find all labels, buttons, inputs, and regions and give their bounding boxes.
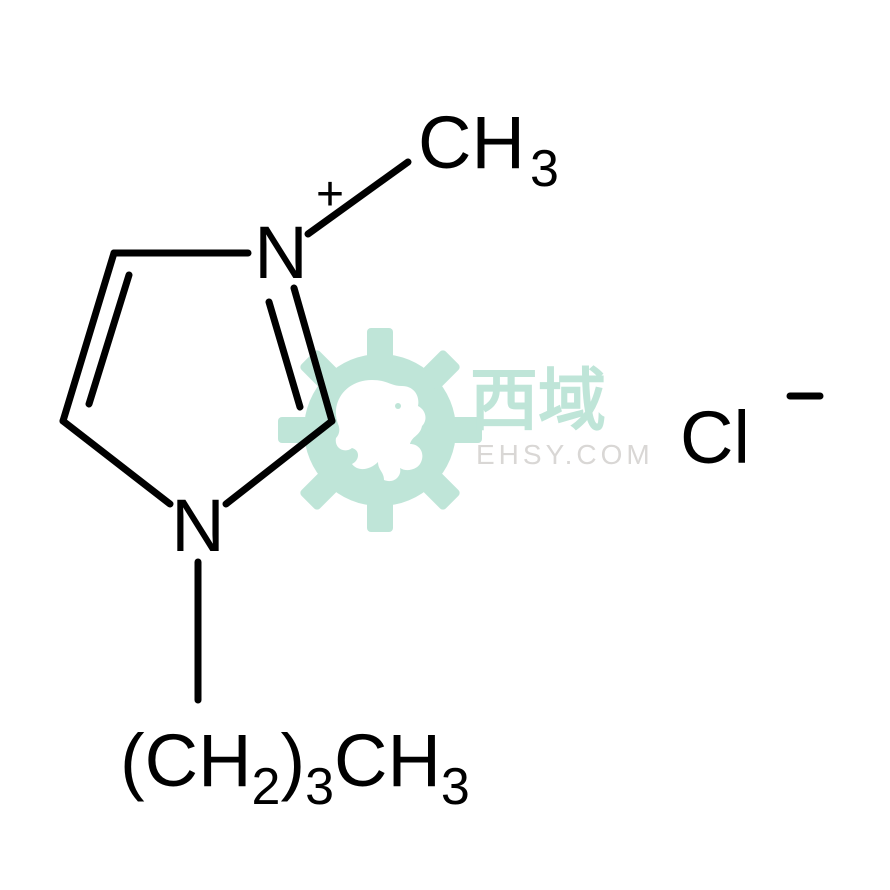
butyl-p0: (CH <box>120 719 252 802</box>
methyl-sub3: 3 <box>530 140 559 198</box>
butyl-p4: CH <box>334 719 441 802</box>
butyl-p5: 3 <box>441 758 470 816</box>
atom-n1-charge: + <box>316 168 344 221</box>
watermark: 西域 EHSY.COM <box>236 286 654 574</box>
svg-text:CH: CH <box>418 101 525 184</box>
butyl-label: (CH2)3CH3 <box>120 719 470 816</box>
watermark-en-text: EHSY.COM <box>476 439 654 470</box>
butyl-p1: 2 <box>252 758 281 816</box>
watermark-cn-text: 西域 <box>470 363 606 439</box>
svg-text:(CH2)3CH3: (CH2)3CH3 <box>120 719 470 816</box>
bond-c4-c5-inner <box>89 275 129 404</box>
chemical-structure-figure: 西域 EHSY.COM N + N <box>0 0 890 890</box>
bond-n3-c4 <box>63 421 170 504</box>
methyl-CH: CH <box>418 101 525 184</box>
bond-n1-c2-inner <box>269 302 300 407</box>
counterion-label: Cl <box>680 396 820 479</box>
butyl-p2: ) <box>280 719 305 802</box>
butyl-p3: 3 <box>305 758 334 816</box>
atom-n3: N <box>171 484 224 567</box>
methyl-label: CH 3 <box>418 101 559 198</box>
counterion-cl: Cl <box>680 396 750 479</box>
atom-n1: N <box>254 211 307 294</box>
